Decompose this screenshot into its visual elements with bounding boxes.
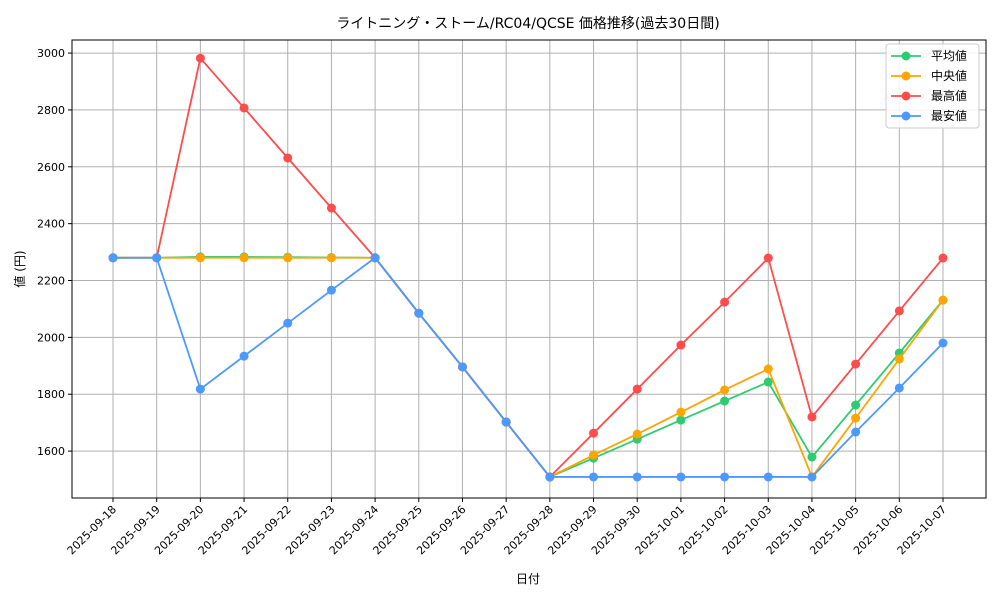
series-2 xyxy=(108,53,948,482)
data-point xyxy=(938,253,948,263)
x-axis-label: 日付 xyxy=(516,572,540,586)
series-line xyxy=(113,56,944,479)
grid-lines xyxy=(72,40,986,498)
data-point xyxy=(807,412,817,422)
legend-marker-icon xyxy=(901,71,911,81)
data-point xyxy=(414,308,424,318)
series-lines xyxy=(108,53,948,482)
legend-label: 中央値 xyxy=(931,68,967,83)
legend-box xyxy=(885,43,980,129)
data-point xyxy=(545,472,555,482)
data-point xyxy=(283,253,293,263)
data-point xyxy=(676,415,686,425)
series-line xyxy=(113,256,944,479)
legend-marker-icon xyxy=(901,51,911,61)
data-point xyxy=(763,472,773,482)
data-point xyxy=(894,306,904,316)
data-point xyxy=(239,253,249,263)
series-0 xyxy=(108,252,948,482)
plot-frame xyxy=(71,39,987,499)
data-point xyxy=(239,103,249,113)
series-line xyxy=(113,256,944,478)
data-point xyxy=(676,472,686,482)
data-point xyxy=(283,318,293,328)
data-point xyxy=(283,153,293,163)
data-point xyxy=(589,472,599,482)
data-point xyxy=(676,407,686,417)
legend-item: 平均値 xyxy=(891,48,967,63)
data-point xyxy=(851,413,861,423)
y-axis-label: 値 (円) xyxy=(12,250,27,287)
y-tick-label: 2000 xyxy=(37,331,65,344)
data-point xyxy=(938,295,948,305)
data-point xyxy=(195,53,205,63)
data-point xyxy=(370,253,380,263)
legend-label: 最安値 xyxy=(931,108,967,123)
data-point xyxy=(894,354,904,364)
data-point xyxy=(326,203,336,213)
y-axis-ticks: 1600 1800 2000 2200 2400 2600 2800 3000 xyxy=(37,47,72,458)
data-point xyxy=(632,472,642,482)
data-point xyxy=(807,452,817,462)
data-point xyxy=(152,253,162,263)
data-point xyxy=(851,427,861,437)
data-point xyxy=(720,297,730,307)
legend-item: 最安値 xyxy=(891,108,967,123)
data-point xyxy=(501,417,511,427)
data-point xyxy=(807,472,817,482)
chart-title: ライトニング・ストーム/RC04/QCSE 価格推移(過去30日間) xyxy=(336,16,719,32)
y-tick-label: 2600 xyxy=(37,161,65,174)
legend-item: 最高値 xyxy=(891,88,967,103)
data-point xyxy=(632,384,642,394)
x-axis-ticks: 2025-09-182025-09-192025-09-202025-09-21… xyxy=(65,498,949,557)
data-point xyxy=(457,362,467,372)
data-point xyxy=(763,377,773,387)
data-point xyxy=(326,253,336,263)
data-point xyxy=(195,384,205,394)
data-point xyxy=(894,383,904,393)
y-tick-label: 3000 xyxy=(37,47,65,60)
y-tick-label: 2400 xyxy=(37,218,65,231)
series-1 xyxy=(108,253,948,482)
data-point xyxy=(108,253,118,263)
data-point xyxy=(851,400,861,410)
data-point xyxy=(763,253,773,263)
y-tick-label: 2200 xyxy=(37,275,65,288)
data-point xyxy=(195,253,205,263)
data-point xyxy=(720,396,730,406)
y-tick-label: 2800 xyxy=(37,104,65,117)
legend-marker-icon xyxy=(901,111,911,121)
data-point xyxy=(720,385,730,395)
data-point xyxy=(763,364,773,374)
y-tick-label: 1800 xyxy=(37,388,65,401)
legend-label: 平均値 xyxy=(931,48,967,63)
legend-label: 最高値 xyxy=(931,88,967,103)
data-point xyxy=(720,472,730,482)
data-point xyxy=(326,285,336,295)
data-point xyxy=(589,450,599,460)
y-tick-label: 1600 xyxy=(37,445,65,458)
data-point xyxy=(938,338,948,348)
data-point xyxy=(851,359,861,369)
legend-marker-icon xyxy=(901,91,911,101)
data-point xyxy=(632,429,642,439)
series-3 xyxy=(108,253,948,482)
data-point xyxy=(589,428,599,438)
legend-item: 中央値 xyxy=(891,68,967,83)
data-point xyxy=(239,351,249,361)
data-point xyxy=(676,340,686,350)
series-line xyxy=(113,256,944,479)
